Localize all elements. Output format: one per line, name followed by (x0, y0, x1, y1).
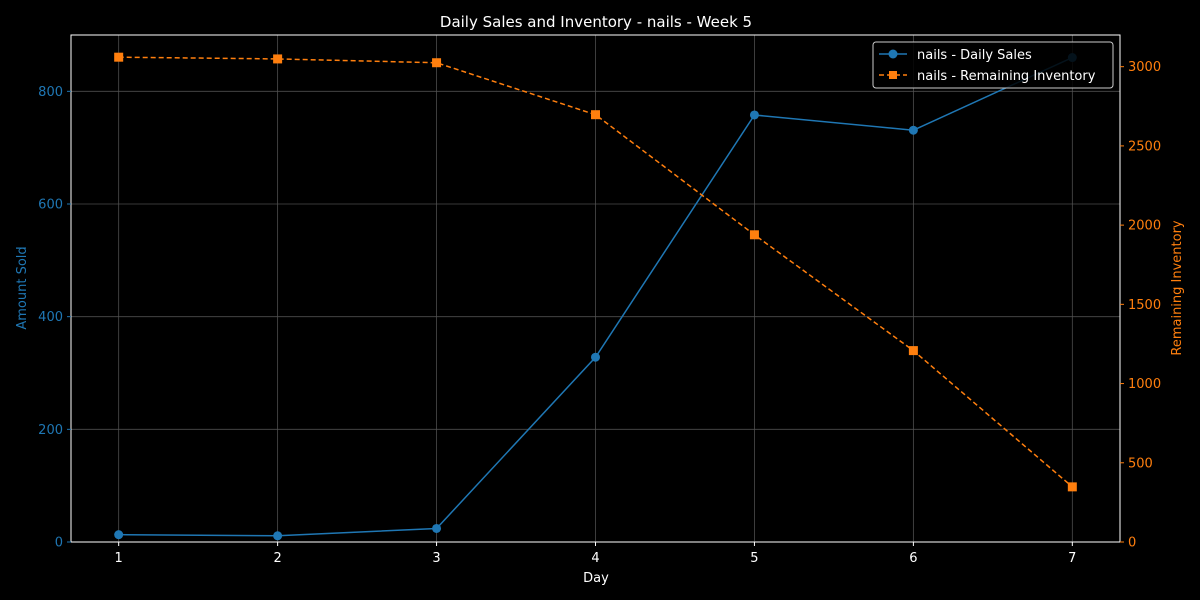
right-y-tick-label: 0 (1128, 536, 1136, 551)
inventory-data-point (114, 52, 124, 62)
legend-sales-label: nails - Daily Sales (917, 48, 1032, 63)
sales-data-point (432, 523, 442, 533)
inventory-data-point (908, 346, 918, 356)
inventory-data-point (591, 110, 600, 120)
sales-data-point (749, 110, 759, 120)
left-y-tick-label: 800 (38, 85, 63, 100)
legend-inventory-label: nails - Remaining Inventory (917, 69, 1096, 84)
right-y-tick-label: 500 (1128, 456, 1153, 471)
x-axis-label: Day (583, 571, 609, 586)
left-y-tick-label: 200 (38, 423, 63, 438)
sales-data-point (908, 125, 918, 135)
x-tick-label: 7 (1068, 551, 1076, 566)
x-tick-label: 1 (115, 551, 123, 566)
right-y-tick-label: 1000 (1128, 377, 1161, 392)
sales-data-point (273, 531, 283, 541)
right-y-tick-label: 2500 (1128, 139, 1161, 154)
inventory-data-point (1067, 482, 1077, 492)
left-y-tick-label: 600 (38, 198, 63, 213)
x-tick-label: 4 (591, 551, 599, 566)
x-tick-label: 3 (432, 551, 440, 566)
sales-data-point (114, 530, 124, 540)
sales-data-point (591, 352, 600, 362)
x-tick-label: 6 (909, 551, 917, 566)
right-y-tick-label: 2000 (1128, 219, 1161, 234)
legend: nails - Daily Sales nails - Remaining In… (872, 41, 1114, 89)
inventory-data-point (432, 58, 442, 68)
inventory-data-point (749, 230, 759, 240)
left-y-tick-label: 400 (38, 310, 63, 325)
right-y-tick-label: 1500 (1128, 298, 1161, 313)
axes: 1 2 3 4 5 6 7 0 200 400 600 800 0 500 1000 1500 2000 2500… (38, 34, 1161, 566)
left-y-tick-label: 0 (55, 536, 63, 551)
right-y-tick-label: 3000 (1128, 60, 1161, 75)
legend-sales-marker (888, 49, 898, 59)
legend-box (872, 41, 1114, 89)
right-y-axis-label: Remaining Inventory (1170, 220, 1185, 356)
x-tick-label: 5 (750, 551, 758, 566)
legend-inventory-marker (889, 71, 897, 79)
grid (71, 35, 1120, 543)
chart-title: Daily Sales and Inventory - nails - Week… (440, 13, 752, 31)
inventory-data-point (273, 54, 283, 64)
left-y-axis-label: Amount Sold (15, 246, 30, 329)
x-tick-label: 2 (273, 551, 281, 566)
